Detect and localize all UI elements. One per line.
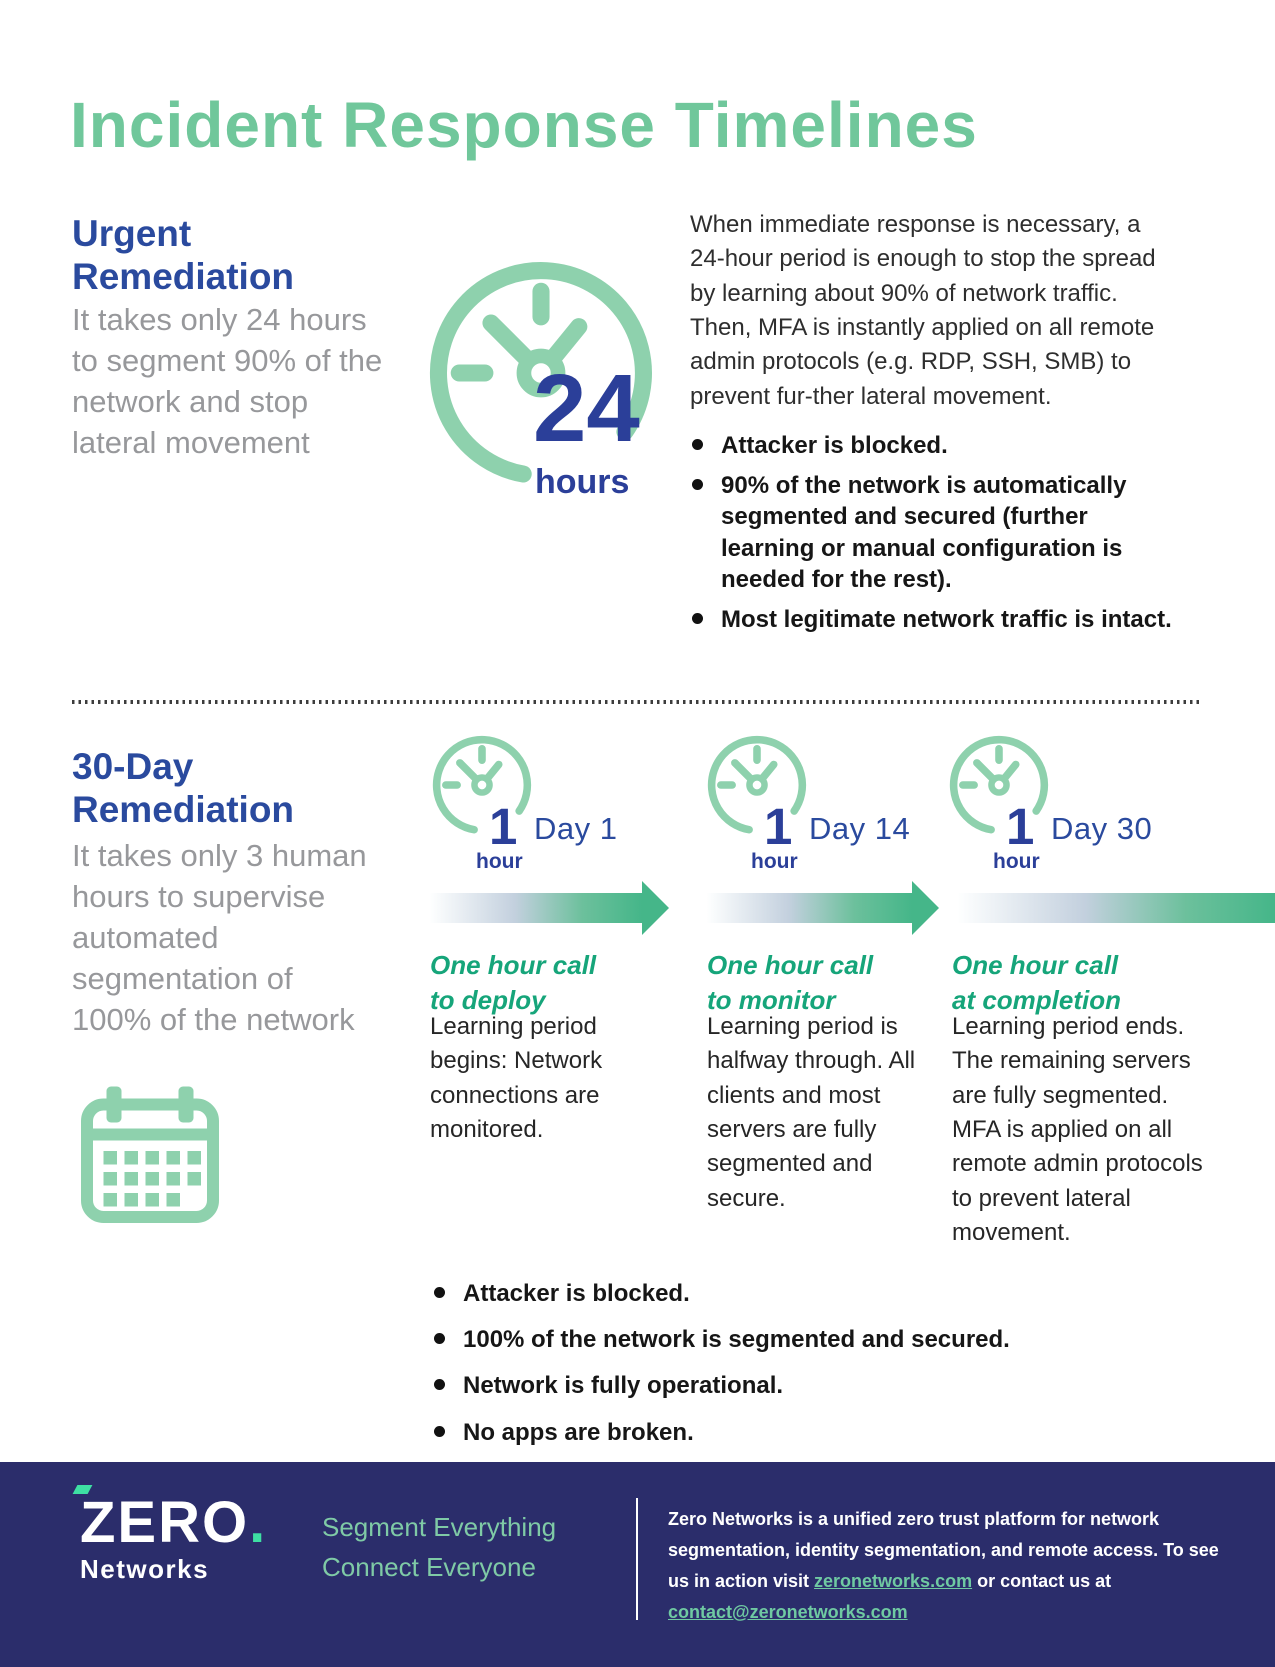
footer-divider	[636, 1498, 638, 1620]
bullet-item: 100% of the network is segmented and sec…	[432, 1324, 1132, 1355]
about-text: Zero Networks is a unified zero trust pl…	[668, 1509, 1219, 1591]
clock-unit: hours	[535, 463, 630, 501]
day14-callout: One hour call to monitor	[707, 948, 873, 1018]
callout-line1: One hour call	[952, 950, 1119, 980]
clock-unit: hour	[751, 850, 798, 873]
day-label: Day 30	[1051, 811, 1153, 846]
clock-unit: hour	[993, 850, 1040, 873]
zeronetworks-link[interactable]: zeronetworks.com	[814, 1570, 973, 1591]
about-text: or contact us at	[972, 1570, 1112, 1591]
thirty-day-remediation-heading: 30-Day Remediation	[72, 746, 294, 832]
clock-icon	[432, 735, 532, 834]
thirty-heading-line2: Remediation	[72, 788, 295, 830]
thirty-subtext: It takes only 3 human hours to supervise…	[72, 838, 367, 1037]
clock-value: 1	[764, 798, 793, 855]
bullet-item: Attacker is blocked.	[690, 430, 1182, 461]
page-title: Incident Response Timelines	[70, 89, 978, 161]
clock-value: 1	[489, 798, 518, 855]
footer: ZERO. Networks Segment Everything Connec…	[0, 1462, 1275, 1667]
timeline-arrow-day14	[707, 881, 939, 935]
calendar-icon	[81, 1086, 219, 1223]
clock-unit: hour	[476, 850, 523, 873]
tagline: Segment Everything Connect Everyone	[322, 1507, 556, 1588]
clock-icon	[707, 735, 807, 834]
callout-line2: to deploy	[430, 985, 546, 1016]
urgent-subtext: It takes only 24 hours to segment 90% of…	[72, 302, 383, 460]
day14-description: Learning period is halfway through. All …	[707, 1013, 916, 1212]
logo-wordmark: ZERO.	[72, 1485, 267, 1552]
24-hour-clock-graphic: 24 hours	[405, 233, 690, 518]
urgent-heading-line2: Remediation	[72, 255, 295, 297]
thirty-heading-line1: 30-Day	[72, 746, 194, 787]
logo-subtext: Networks	[80, 1554, 210, 1584]
day-label: Day 1	[534, 811, 618, 846]
urgent-bullet-list: Attacker is blocked. 90% of the network …	[690, 430, 1182, 644]
thirty-bullet-list: Attacker is blocked. 100% of the network…	[432, 1278, 1132, 1463]
callout-line1: One hour call	[707, 950, 874, 980]
callout-line1: One hour call	[430, 950, 597, 980]
dotted-divider	[72, 700, 1203, 704]
day1-description: Learning period begins: Network connecti…	[430, 1013, 603, 1143]
bullet-item: Network is fully operational.	[432, 1370, 1132, 1401]
day30-description: Learning period ends. The remaining serv…	[952, 1013, 1203, 1246]
clock-icon	[429, 262, 652, 483]
contact-email-link[interactable]: contact@zeronetworks.com	[668, 1601, 908, 1622]
day1-callout: One hour call to deploy	[430, 948, 596, 1018]
zero-networks-logo: ZERO. Networks	[72, 1485, 267, 1584]
day-label: Day 14	[809, 811, 911, 846]
callout-line2: at completion	[952, 985, 1122, 1016]
day14-clock-graphic: 1 hour Day 14	[703, 731, 973, 881]
logo-dot: .	[249, 1490, 268, 1555]
tagline-line2: Connect Everyone	[322, 1552, 536, 1583]
timeline-arrow-day1	[430, 881, 669, 935]
urgent-heading-line1: Urgent	[72, 213, 192, 254]
tagline-line1: Segment Everything	[322, 1512, 557, 1542]
footer-about-text: Zero Networks is a unified zero trust pl…	[668, 1504, 1233, 1628]
timeline-arrow-day30	[958, 893, 1275, 923]
clock-value: 1	[1006, 798, 1035, 855]
day30-clock-graphic: 1 hour Day 30	[945, 731, 1215, 881]
day30-callout: One hour call at completion	[952, 948, 1121, 1018]
logo-text: ZERO	[80, 1490, 250, 1555]
bullet-item: Most legitimate network traffic is intac…	[690, 604, 1182, 635]
bullet-item: No apps are broken.	[432, 1417, 1132, 1448]
urgent-remediation-heading: Urgent Remediation	[72, 213, 294, 299]
clock-icon	[949, 735, 1049, 834]
bullet-item: Attacker is blocked.	[432, 1278, 1132, 1309]
clock-value: 24	[533, 355, 640, 462]
urgent-paragraph: When immediate response is necessary, a …	[690, 211, 1156, 410]
bullet-item: 90% of the network is automatically segm…	[690, 470, 1182, 595]
callout-line2: to monitor	[707, 985, 836, 1016]
day1-clock-graphic: 1 hour Day 1	[428, 731, 698, 881]
